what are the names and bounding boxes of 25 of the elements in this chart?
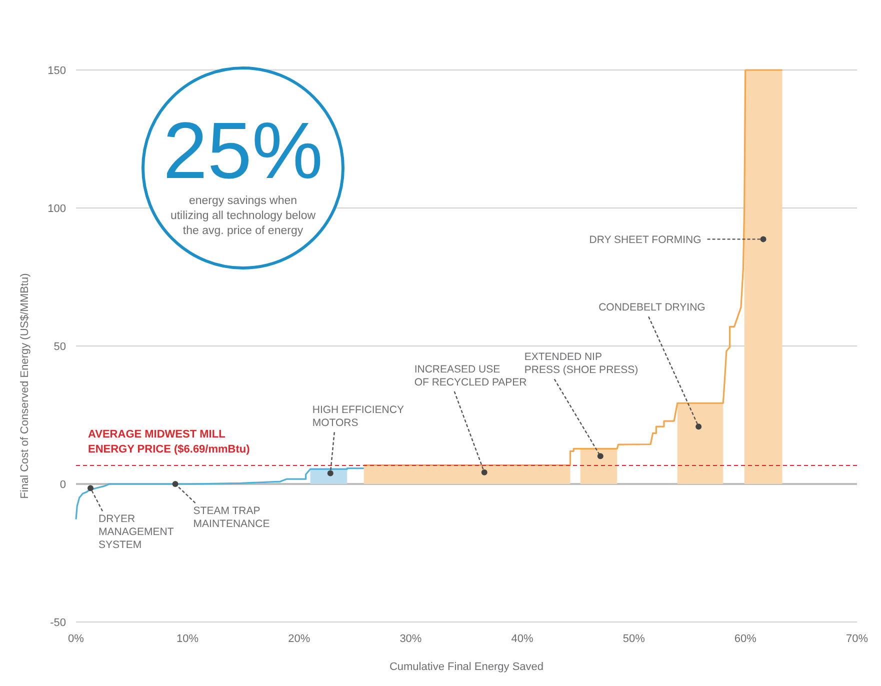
y-tick-label: 150 bbox=[48, 64, 66, 77]
annotation: 25% bbox=[162, 106, 324, 195]
x-tick-label: 30% bbox=[400, 633, 422, 645]
annotation: EXTENDED NIP PRESS (SHOE PRESS) bbox=[524, 351, 638, 376]
x-tick-label: 10% bbox=[176, 633, 199, 645]
x-tick-label: 0% bbox=[68, 633, 84, 645]
annotation: energy savings when utilizing all technology below the avg. price of energy bbox=[170, 195, 316, 237]
x-tick-label: 20% bbox=[288, 633, 310, 645]
x-tick-label: 50% bbox=[622, 633, 646, 645]
x-tick-label: 40% bbox=[511, 633, 534, 645]
y-axis-title: Final Cost of Conserved Energy (US$/MMBtu) bbox=[19, 273, 31, 499]
y-tick-label: -50 bbox=[50, 616, 66, 629]
y-tick-label: 0 bbox=[60, 478, 66, 491]
x-tick-label: 60% bbox=[734, 633, 757, 645]
line-series bbox=[75, 467, 365, 520]
annotation: DRYER MANAGEMENT SYSTEM bbox=[98, 513, 174, 552]
annotation: CONDEBELT DRYING bbox=[598, 302, 706, 314]
annotation: STEAM TRAP MAINTENANCE bbox=[193, 505, 270, 530]
x-axis-title: Cumulative Final Energy Saved bbox=[389, 661, 544, 673]
annotation: HIGH EFFICIENCY MOTORS bbox=[312, 404, 404, 430]
y-tick-label: 50 bbox=[54, 340, 66, 353]
y-tick-label: 100 bbox=[48, 202, 66, 215]
ref-line-label: AVERAGE MIDWEST MILL ENERGY PRICE ($6.69/mmBtu) bbox=[88, 428, 250, 456]
annotation: DRY SHEET FORMING bbox=[589, 234, 702, 246]
x-tick-label: 70% bbox=[846, 633, 868, 645]
